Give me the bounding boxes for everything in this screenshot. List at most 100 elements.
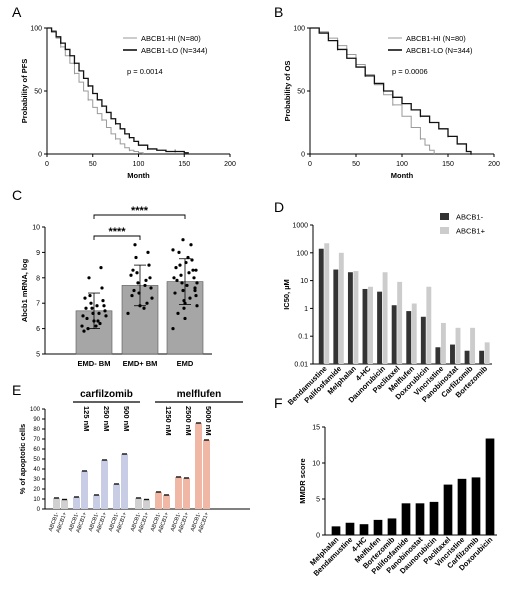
data-point — [177, 250, 181, 254]
y-tick-label: 6 — [36, 326, 40, 333]
legend-swatch — [440, 227, 449, 234]
y-tick-label: 5 — [36, 352, 40, 359]
data-point — [189, 243, 193, 247]
bar — [338, 252, 344, 364]
data-point — [185, 283, 189, 288]
data-point — [191, 268, 195, 272]
panel-b: B 0 50 100 0 50 100 150 200 Month Probability of … — [274, 4, 500, 180]
y-tick-label: 80 — [33, 427, 40, 433]
data-point — [183, 301, 187, 305]
x-tick-label: EMD — [177, 359, 194, 368]
x-tick-label: 0 — [308, 161, 312, 168]
y-tick-label: 10 — [312, 461, 320, 468]
bar — [464, 350, 470, 364]
panel-f-label: F — [274, 395, 283, 411]
data-point — [145, 301, 149, 305]
x-tick-label: 0 — [45, 161, 49, 168]
y-tick-label: 0.1 — [298, 334, 308, 341]
y-tick-label: 5 — [316, 497, 320, 504]
bar — [411, 303, 417, 364]
data-point — [171, 327, 175, 331]
data-point — [129, 273, 133, 277]
km-curve-abcb1-hi — [47, 27, 144, 154]
data-point — [85, 316, 89, 321]
bar — [377, 291, 383, 364]
y-tick-label: 40 — [33, 467, 40, 473]
data-point — [126, 311, 130, 315]
y-tick-label: 50 — [297, 89, 305, 96]
data-point — [150, 296, 154, 300]
bar — [443, 484, 453, 535]
data-point — [102, 304, 106, 308]
data-point — [179, 273, 183, 277]
y-tick-label: 20 — [33, 487, 40, 493]
panel-e-label: E — [12, 382, 21, 398]
data-point — [142, 306, 146, 310]
bar — [457, 478, 467, 535]
bar — [347, 272, 353, 364]
x-tick-label: EMD+ BM — [123, 359, 158, 368]
data-point — [184, 260, 188, 265]
data-point — [174, 266, 178, 270]
y-tick-label: 100 — [293, 26, 305, 33]
bar — [324, 243, 330, 364]
data-point — [97, 311, 101, 315]
panel-b-label: B — [274, 4, 283, 20]
data-point — [131, 268, 135, 272]
data-point — [180, 281, 184, 285]
data-point — [84, 306, 88, 310]
data-point — [143, 283, 147, 288]
bar — [429, 501, 439, 535]
x-tick-label: EMD- BM — [78, 359, 111, 368]
x-tick-label: 200 — [224, 161, 236, 168]
data-point — [176, 311, 180, 315]
concentration-label: 125 nM — [82, 406, 91, 431]
y-tick-label: 50 — [33, 457, 40, 463]
y-tick-label: 10 — [33, 497, 40, 503]
data-point — [183, 316, 187, 321]
bar — [373, 519, 383, 535]
y-tick-label: 15 — [312, 425, 320, 432]
bar — [397, 281, 403, 364]
bar — [435, 347, 441, 364]
y-tick-label: 100 — [296, 250, 308, 257]
data-point — [171, 248, 175, 252]
y-tick-label: 60 — [33, 447, 40, 453]
legend-label: ABCB1- — [456, 213, 484, 222]
y-tick-label: 100 — [30, 26, 42, 33]
panel-d-label: D — [274, 199, 284, 215]
bar — [75, 310, 113, 355]
bar — [485, 438, 495, 535]
y-tick-label: 1 — [304, 306, 308, 313]
bar — [455, 327, 461, 364]
bar — [420, 316, 426, 364]
significance-stars: **** — [108, 226, 126, 238]
bar — [113, 484, 120, 509]
data-point — [86, 327, 90, 331]
panel-e: E 0 10 20 30 40 50 60 70 80 90 100 % of apoptotic c… — [12, 382, 250, 534]
bar — [121, 454, 128, 509]
x-tick-label: 100 — [396, 161, 408, 168]
data-point — [80, 324, 84, 328]
significance-stars: **** — [131, 205, 149, 217]
p-value-annotation: p = 0.0006 — [392, 67, 428, 76]
x-tick-label: 100 — [133, 161, 145, 168]
data-point — [96, 319, 100, 323]
data-point — [193, 286, 197, 290]
y-tick-label: 100 — [30, 407, 41, 413]
bar — [53, 498, 60, 509]
legend-label: ABCB1-LO (N=344) — [406, 46, 473, 55]
data-point — [188, 296, 192, 300]
y-tick-label: 0.01 — [294, 362, 308, 369]
data-point — [136, 281, 140, 285]
data-point — [195, 281, 199, 285]
bar — [93, 495, 100, 509]
group-label-carfilzomib: carfilzomib — [80, 389, 133, 400]
y-axis-title: Probability of PFS — [20, 59, 29, 124]
significance-bracket — [93, 235, 141, 240]
data-point — [90, 306, 94, 310]
data-point — [147, 263, 151, 267]
data-point — [83, 296, 87, 300]
data-point — [92, 319, 96, 323]
data-point — [149, 286, 153, 290]
